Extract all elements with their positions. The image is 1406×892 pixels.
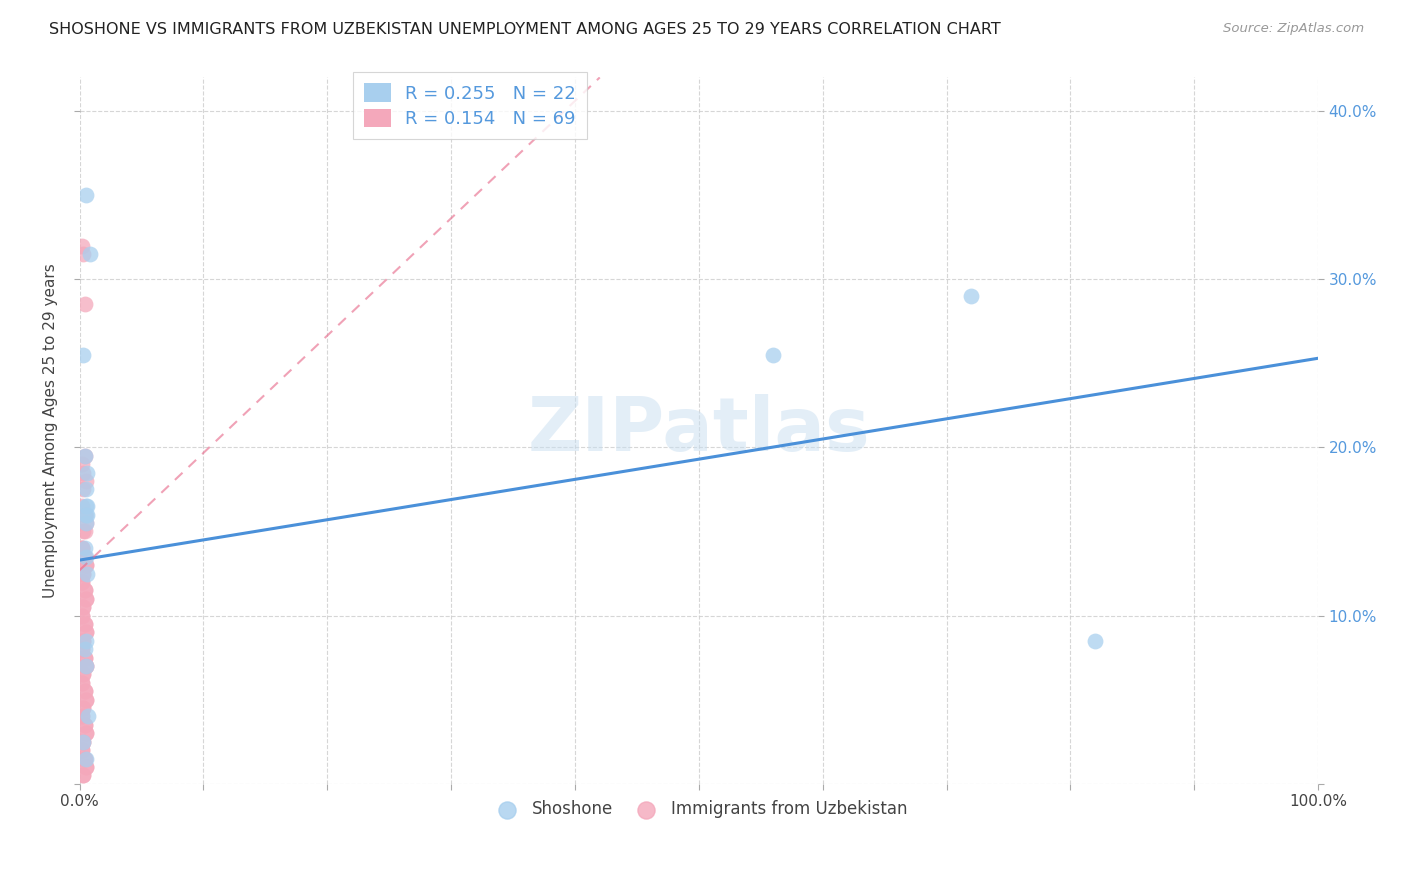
Point xyxy=(76,508,98,522)
Point xyxy=(70,457,93,471)
Point xyxy=(73,297,96,311)
Point xyxy=(73,684,96,698)
Point xyxy=(73,449,96,463)
Point xyxy=(75,516,97,530)
Point xyxy=(79,247,101,261)
Point xyxy=(73,642,96,657)
Point xyxy=(72,483,94,497)
Point xyxy=(73,684,96,698)
Point xyxy=(72,701,94,715)
Point xyxy=(75,726,97,740)
Point xyxy=(73,751,96,765)
Point xyxy=(75,659,97,673)
Point xyxy=(77,709,100,723)
Point xyxy=(70,642,93,657)
Point xyxy=(75,591,97,606)
Point xyxy=(73,617,96,632)
Point xyxy=(72,566,94,581)
Point xyxy=(762,348,785,362)
Point xyxy=(75,726,97,740)
Point xyxy=(72,600,94,615)
Point xyxy=(72,768,94,782)
Point xyxy=(72,466,94,480)
Point xyxy=(75,558,97,573)
Point xyxy=(72,600,94,615)
Point xyxy=(70,541,93,556)
Point xyxy=(70,743,93,757)
Point xyxy=(70,541,93,556)
Point xyxy=(73,583,96,598)
Point xyxy=(72,734,94,748)
Point xyxy=(73,718,96,732)
Text: Source: ZipAtlas.com: Source: ZipAtlas.com xyxy=(1223,22,1364,36)
Point xyxy=(70,709,93,723)
Point xyxy=(76,466,98,480)
Point xyxy=(70,676,93,690)
Text: ZIPatlas: ZIPatlas xyxy=(527,394,870,467)
Point xyxy=(75,500,97,514)
Point xyxy=(75,558,97,573)
Point xyxy=(73,617,96,632)
Point xyxy=(72,524,94,539)
Point xyxy=(75,760,97,774)
Point xyxy=(70,642,93,657)
Point xyxy=(76,566,98,581)
Point xyxy=(75,751,97,765)
Point xyxy=(73,549,96,564)
Y-axis label: Unemployment Among Ages 25 to 29 years: Unemployment Among Ages 25 to 29 years xyxy=(44,263,58,598)
Point xyxy=(73,541,96,556)
Point xyxy=(73,508,96,522)
Point xyxy=(75,483,97,497)
Point xyxy=(75,692,97,706)
Point xyxy=(73,650,96,665)
Point xyxy=(72,667,94,681)
Point xyxy=(73,718,96,732)
Point xyxy=(75,591,97,606)
Point xyxy=(73,583,96,598)
Point xyxy=(75,659,97,673)
Point xyxy=(70,541,93,556)
Point xyxy=(70,500,93,514)
Point xyxy=(75,474,97,488)
Point xyxy=(75,692,97,706)
Point xyxy=(72,633,94,648)
Point xyxy=(73,751,96,765)
Point xyxy=(70,608,93,623)
Point xyxy=(75,760,97,774)
Point xyxy=(70,743,93,757)
Point xyxy=(73,449,96,463)
Point xyxy=(1084,633,1107,648)
Point xyxy=(75,659,97,673)
Point xyxy=(73,524,96,539)
Point xyxy=(75,633,97,648)
Point xyxy=(75,625,97,640)
Text: SHOSHONE VS IMMIGRANTS FROM UZBEKISTAN UNEMPLOYMENT AMONG AGES 25 TO 29 YEARS CO: SHOSHONE VS IMMIGRANTS FROM UZBEKISTAN U… xyxy=(49,22,1001,37)
Point xyxy=(70,709,93,723)
Point xyxy=(72,734,94,748)
Point xyxy=(70,238,93,252)
Point xyxy=(70,574,93,589)
Point xyxy=(75,549,97,564)
Point xyxy=(75,516,97,530)
Point xyxy=(72,734,94,748)
Point xyxy=(72,768,94,782)
Point xyxy=(75,625,97,640)
Point xyxy=(75,188,97,202)
Point xyxy=(70,608,93,623)
Point xyxy=(75,508,97,522)
Point xyxy=(72,348,94,362)
Legend: Shoshone, Immigrants from Uzbekistan: Shoshone, Immigrants from Uzbekistan xyxy=(484,794,914,825)
Point xyxy=(72,667,94,681)
Point xyxy=(72,633,94,648)
Point xyxy=(72,247,94,261)
Point xyxy=(70,676,93,690)
Point xyxy=(960,289,983,303)
Point xyxy=(72,701,94,715)
Point xyxy=(73,650,96,665)
Point xyxy=(76,500,98,514)
Point xyxy=(70,574,93,589)
Point xyxy=(72,566,94,581)
